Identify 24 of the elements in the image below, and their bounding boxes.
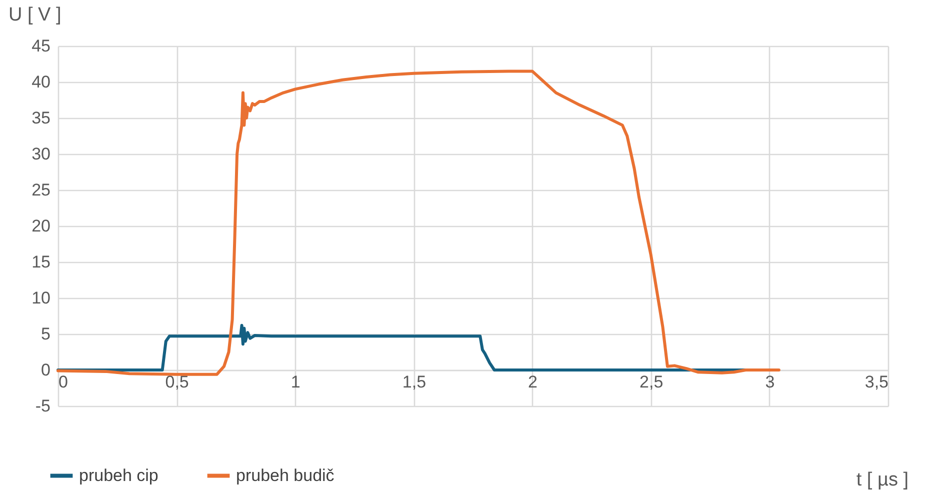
y-tick-label: 5 xyxy=(41,324,50,344)
y-tick-label: 30 xyxy=(32,144,50,164)
y-tick-label: 15 xyxy=(32,252,50,272)
y-tick-label: 35 xyxy=(32,108,50,128)
x-tick-label: 2,5 xyxy=(640,372,664,392)
x-tick-label: 3,5 xyxy=(864,372,888,392)
x-axis-title: t [ µs ] xyxy=(856,470,908,490)
x-tick-label: 3 xyxy=(765,372,775,392)
x-tick-label: 1 xyxy=(290,372,300,392)
y-tick-label: 45 xyxy=(32,36,50,56)
legend-label: prubeh cip xyxy=(79,466,158,485)
line-series xyxy=(56,70,780,376)
x-tick-label: 2 xyxy=(528,372,538,392)
y-tick-label: 40 xyxy=(32,72,50,92)
x-tick-label: 0,5 xyxy=(165,372,189,392)
legend-label: prubeh budič xyxy=(236,466,335,485)
y-tick-label: 20 xyxy=(32,216,50,236)
y-tick-label: -5 xyxy=(35,396,50,416)
y-tick-label: 25 xyxy=(32,180,50,200)
y-tick-label: 0 xyxy=(41,360,50,380)
y-tick-label: 10 xyxy=(32,288,50,308)
x-tick-label: 0 xyxy=(58,372,68,392)
x-tick-label: 1,5 xyxy=(402,372,426,392)
y-axis-title: U [ V ] xyxy=(8,4,62,26)
